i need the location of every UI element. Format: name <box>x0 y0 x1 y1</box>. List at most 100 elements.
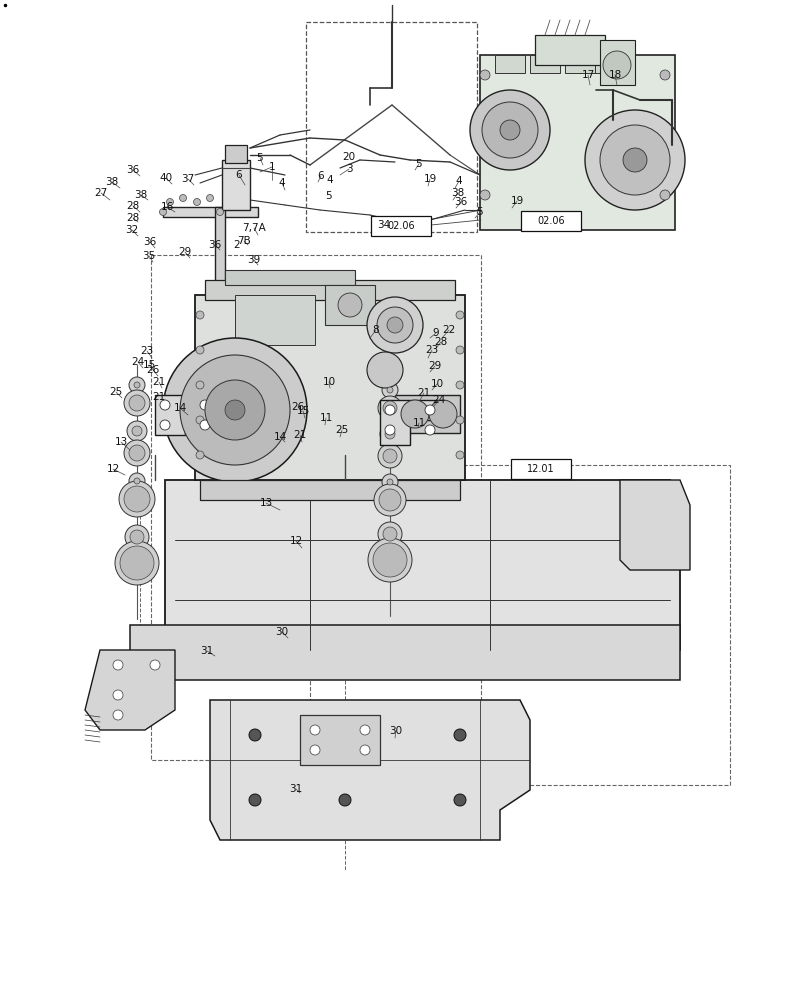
Bar <box>564 55 594 73</box>
Circle shape <box>376 307 413 343</box>
Text: 27: 27 <box>94 188 108 198</box>
Text: 4: 4 <box>278 178 285 188</box>
Circle shape <box>367 352 402 388</box>
Circle shape <box>383 401 397 415</box>
Circle shape <box>387 317 402 333</box>
Text: 12: 12 <box>289 536 303 546</box>
Bar <box>306 22 476 232</box>
Text: 02.06: 02.06 <box>537 216 564 226</box>
Circle shape <box>124 440 150 466</box>
Circle shape <box>129 395 145 411</box>
Text: 14: 14 <box>273 432 286 442</box>
Polygon shape <box>620 480 689 570</box>
Circle shape <box>384 425 394 435</box>
Circle shape <box>124 486 150 512</box>
Text: 12: 12 <box>106 464 119 474</box>
Circle shape <box>378 522 401 546</box>
Circle shape <box>622 148 646 172</box>
Text: 26: 26 <box>291 402 304 412</box>
Circle shape <box>659 70 669 80</box>
Text: 39: 39 <box>247 255 260 265</box>
Text: 6: 6 <box>235 170 242 180</box>
Text: 5: 5 <box>415 159 422 169</box>
Text: 30: 30 <box>389 726 402 736</box>
Bar <box>394 395 460 433</box>
Circle shape <box>129 377 145 393</box>
Circle shape <box>132 426 142 436</box>
Text: 2: 2 <box>234 240 240 250</box>
Text: 29: 29 <box>178 247 191 257</box>
Text: 23: 23 <box>425 345 438 355</box>
Text: 25: 25 <box>109 387 122 397</box>
Text: 34: 34 <box>377 220 390 230</box>
Bar <box>225 270 354 285</box>
Bar <box>221 160 250 210</box>
Circle shape <box>195 416 204 424</box>
Circle shape <box>659 190 669 200</box>
Text: 02.06: 02.06 <box>387 221 414 231</box>
Bar <box>534 35 604 65</box>
Text: 19: 19 <box>510 196 523 206</box>
Text: 36: 36 <box>454 197 467 207</box>
Circle shape <box>378 444 401 468</box>
Circle shape <box>428 400 457 428</box>
Text: 21: 21 <box>152 392 165 402</box>
Circle shape <box>127 421 147 441</box>
Circle shape <box>129 473 145 489</box>
Circle shape <box>150 660 160 670</box>
Text: 8: 8 <box>372 325 379 335</box>
Text: 13: 13 <box>114 437 127 447</box>
Text: 1: 1 <box>268 162 275 172</box>
Polygon shape <box>380 400 440 445</box>
Text: 30: 30 <box>275 627 288 637</box>
Circle shape <box>374 484 406 516</box>
Circle shape <box>384 405 394 415</box>
Circle shape <box>120 546 154 580</box>
Text: 24: 24 <box>431 395 445 405</box>
Text: 5: 5 <box>256 153 263 163</box>
Bar <box>234 295 315 345</box>
Circle shape <box>424 425 435 435</box>
Text: 14: 14 <box>174 403 187 413</box>
Circle shape <box>367 297 423 353</box>
Circle shape <box>125 525 148 549</box>
Circle shape <box>359 725 370 735</box>
Text: 18: 18 <box>607 70 621 80</box>
Bar <box>225 145 247 163</box>
Circle shape <box>378 396 401 420</box>
Bar <box>200 480 460 500</box>
Circle shape <box>383 527 397 541</box>
Circle shape <box>115 541 159 585</box>
Circle shape <box>163 338 307 482</box>
Circle shape <box>479 190 489 200</box>
Circle shape <box>249 794 260 806</box>
Text: 38: 38 <box>451 188 464 198</box>
Bar <box>310 465 729 785</box>
Text: 4: 4 <box>455 176 461 186</box>
Circle shape <box>193 198 200 206</box>
Bar <box>594 55 624 73</box>
Text: 36: 36 <box>144 237 157 247</box>
Circle shape <box>195 346 204 354</box>
Circle shape <box>160 420 169 430</box>
Text: 11: 11 <box>412 418 425 428</box>
Circle shape <box>359 745 370 755</box>
Text: 7B: 7B <box>237 236 251 246</box>
Bar <box>371 216 431 236</box>
Text: 15: 15 <box>296 406 309 416</box>
Circle shape <box>160 400 169 410</box>
Text: 19: 19 <box>423 174 436 184</box>
Bar <box>530 55 560 73</box>
Bar <box>151 255 480 760</box>
Bar <box>195 295 465 480</box>
Circle shape <box>134 478 139 484</box>
Text: 6: 6 <box>317 171 324 181</box>
Circle shape <box>456 416 463 424</box>
Circle shape <box>401 400 428 428</box>
Bar <box>510 459 570 479</box>
Text: 17: 17 <box>581 70 594 80</box>
Circle shape <box>225 400 245 420</box>
Text: 29: 29 <box>428 361 441 371</box>
Text: 35: 35 <box>142 251 156 261</box>
Circle shape <box>119 481 155 517</box>
